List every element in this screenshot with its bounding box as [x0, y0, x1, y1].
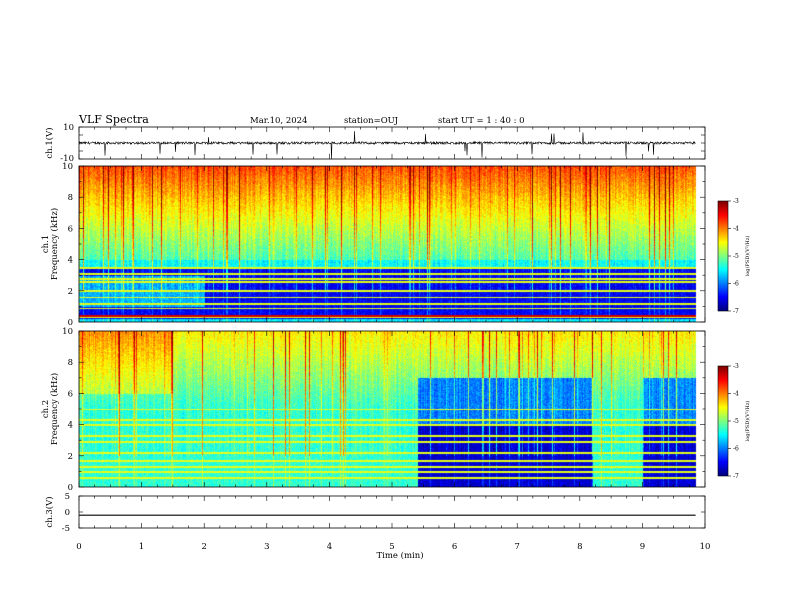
ytick-label: 8: [68, 358, 73, 368]
xtick-label: 8: [577, 542, 582, 552]
xtick-label: 2: [201, 542, 206, 552]
ch3-waveform-panel: 5 0 -5 ch.3(V): [44, 492, 706, 534]
xtick-label: 7: [514, 542, 519, 552]
ch2-colorbar: -3 -4 -5 -6 -7 log(PSD)(V²/Hz): [717, 363, 751, 480]
ch1-ytick-top: 10: [63, 123, 74, 133]
colorbar-tick-label: -4: [733, 391, 739, 398]
ch2-colorbar-label: log(PSD)(V²/Hz): [744, 401, 751, 442]
ch1-colorbar-label: log(PSD)(V²/Hz): [744, 236, 751, 277]
colorbar-tick-label: -4: [733, 226, 739, 233]
ch2-spectrogram-yticks: 0 2 4 6 8 10: [62, 327, 705, 493]
xtick-label: 5: [389, 542, 394, 552]
colorbar-tick-label: -7: [733, 473, 739, 480]
ytick-label: 4: [68, 421, 73, 431]
xtick-label: 4: [327, 542, 332, 552]
ch2-spectrogram-panel: 0 2 4 6 8 10 ch.2 Frequency (kHz): [41, 327, 706, 493]
ch3-ytick-top: 5: [65, 492, 70, 502]
xtick-label: 1: [139, 542, 144, 552]
xtick-label: 0: [76, 542, 81, 552]
ch2-spectrogram-ylabel: ch.2: [41, 400, 51, 418]
ch1-waveform-panel: 10 -10 ch.1(V): [44, 123, 706, 164]
colorbar-tick-label: -6: [733, 446, 739, 453]
ch1-colorbar-gradient: [718, 201, 728, 311]
ch3-waveform-ylabel: ch.3(V): [44, 496, 55, 527]
ytick-label: 2: [68, 287, 73, 297]
colorbar-tick-label: -3: [733, 198, 739, 205]
ytick-label: 4: [68, 256, 73, 266]
figure-title: VLF Spectra: [78, 113, 149, 126]
ch2-frequency-ylabel: Frequency (kHz): [49, 373, 60, 445]
time-xaxis-label: Time (min): [376, 550, 423, 561]
ch1-spectrogram-panel: 0 2 4 6 8 10 ch.1 Frequency (kHz): [41, 162, 706, 328]
colorbar-tick-label: -3: [733, 363, 739, 370]
xtick-label: 6: [452, 542, 457, 552]
ch3-ytick-mid: 0: [65, 508, 70, 518]
colorbar-tick-label: -5: [733, 253, 739, 260]
header-date: Mar.10, 2024: [250, 116, 307, 126]
ytick-label: 0: [68, 318, 73, 328]
ch2-colorbar-ticks: -3 -4 -5 -6 -7: [728, 363, 739, 480]
header-station: station=OUJ: [344, 116, 399, 126]
ytick-label: 10: [62, 162, 73, 172]
ch1-ytick-bottom: -10: [60, 154, 74, 164]
ytick-label: 10: [62, 327, 73, 337]
xtick-label: 3: [264, 542, 269, 552]
colorbar-tick-label: -5: [733, 418, 739, 425]
xtick-label: 9: [640, 542, 645, 552]
ch1-frequency-ylabel: Frequency (kHz): [49, 208, 60, 280]
colorbar-tick-label: -6: [733, 281, 739, 288]
ch1-colorbar: -3 -4 -5 -6 -7 log(PSD)(V²/Hz): [717, 198, 751, 315]
ch1-spectrogram-yticks: 0 2 4 6 8 10: [62, 162, 705, 328]
colorbar-tick-label: -7: [733, 308, 739, 315]
ch1-waveform-ylabel: ch.1(V): [44, 127, 55, 158]
header-start-ut: start UT = 1 : 40 : 0: [438, 116, 525, 126]
ch1-spectrogram-ylabel: ch.1: [41, 235, 51, 253]
time-xaxis-ticks: 0 1 2 3 4 5 6 7 8 9 10: [76, 127, 710, 552]
ch1-colorbar-ticks: -3 -4 -5 -6 -7: [728, 198, 739, 315]
ytick-label: 8: [68, 193, 73, 203]
ytick-label: 0: [68, 483, 73, 493]
ytick-label: 2: [68, 452, 73, 462]
ytick-label: 6: [68, 224, 73, 234]
ch1-waveform-trace: [78, 131, 696, 160]
ch3-ytick-bottom: -5: [62, 524, 70, 534]
ch1-spectrogram-image: [79, 166, 705, 322]
ch2-spectrogram-image: [79, 331, 705, 487]
ytick-label: 6: [68, 389, 73, 399]
ch2-colorbar-gradient: [718, 366, 728, 476]
xtick-label: 10: [700, 542, 711, 552]
